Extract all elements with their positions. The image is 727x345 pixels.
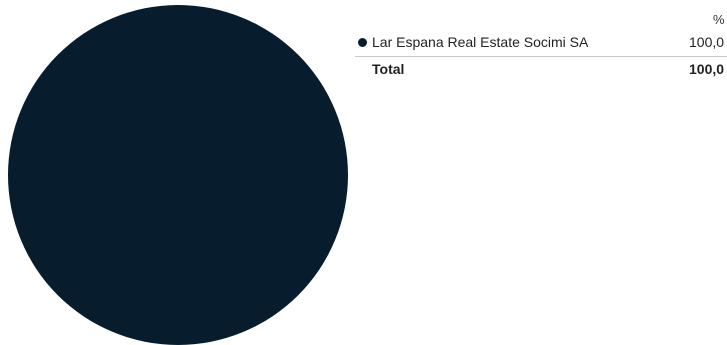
series-color-dot	[358, 38, 367, 47]
legend-table: % Lar Espana Real Estate Socimi SA 100,0…	[355, 8, 727, 83]
percent-column-header: %	[713, 12, 725, 27]
legend-header: %	[355, 8, 727, 30]
legend-total-row: Total 100,0	[355, 57, 727, 83]
legend-row[interactable]: Lar Espana Real Estate Socimi SA 100,0	[355, 30, 727, 57]
pie-chart-area	[0, 0, 360, 345]
series-name: Lar Espana Real Estate Socimi SA	[372, 34, 589, 50]
series-value: 100,0	[689, 34, 725, 50]
total-label: Total	[372, 61, 405, 77]
pie-chart	[8, 5, 348, 345]
pie-slice[interactable]	[8, 5, 348, 345]
total-value: 100,0	[689, 61, 725, 77]
